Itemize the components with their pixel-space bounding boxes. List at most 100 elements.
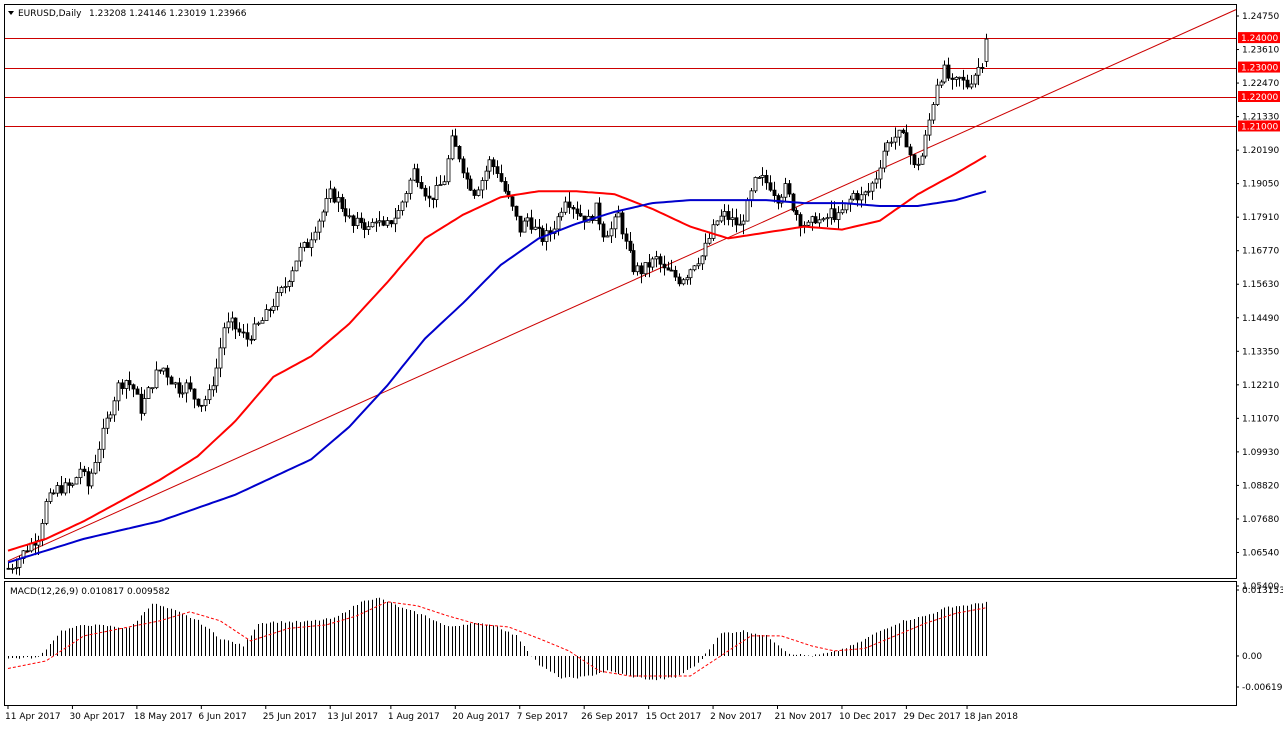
candle-body	[666, 267, 671, 271]
candle-body	[237, 328, 242, 333]
x-tick-label: 30 Apr 2017	[69, 712, 125, 722]
price-series	[5, 9, 1237, 576]
candle-body	[787, 183, 792, 195]
candle-body	[866, 190, 871, 193]
level-label-bg-0	[1238, 32, 1280, 44]
macd-panel[interactable]	[4, 581, 1237, 706]
candle-body	[446, 158, 451, 183]
candle-body	[465, 172, 470, 180]
candle-body	[719, 215, 724, 222]
price-tick-label: 1.22470	[1242, 79, 1279, 89]
candle-body	[302, 242, 307, 248]
candle-body	[6, 567, 11, 570]
candle-body	[980, 66, 985, 69]
price-tick-label: 1.13350	[1242, 347, 1279, 357]
price-tick-label: 1.07680	[1242, 515, 1279, 525]
candle-body	[848, 198, 853, 204]
candle-body	[973, 74, 978, 85]
price-tick-label: 1.16770	[1242, 247, 1279, 257]
candle-body	[415, 168, 420, 183]
candle-body	[658, 256, 663, 265]
x-tick-label: 6 Jun 2017	[198, 712, 246, 722]
price-panel[interactable]	[4, 4, 1237, 579]
candle-body	[772, 189, 777, 196]
candle-body	[514, 205, 519, 217]
ma-fast-line[interactable]	[7, 155, 987, 552]
candle-body	[559, 211, 564, 218]
candle-body	[817, 219, 822, 224]
candle-body	[613, 216, 618, 230]
candle-body	[942, 64, 947, 83]
level-label-3: 1.21000	[1241, 122, 1278, 132]
candle-body	[631, 250, 636, 273]
candle-body	[662, 263, 667, 269]
candle-body	[707, 237, 712, 244]
candle-body	[863, 191, 868, 196]
candle-body	[82, 468, 87, 473]
candle-body	[681, 279, 686, 285]
candle-body	[832, 208, 837, 220]
symbol-title: EURUSD,Daily	[18, 9, 82, 19]
level-label-bg-1	[1238, 61, 1280, 73]
candle-body	[63, 482, 68, 494]
price-tick-label: 1.05400	[1242, 582, 1279, 592]
candle-body	[760, 175, 765, 178]
level-label-0: 1.24000	[1241, 34, 1278, 44]
candle-body	[798, 214, 803, 227]
candle-body	[256, 322, 261, 325]
candle-body	[434, 185, 439, 201]
candle-body	[135, 388, 140, 395]
candle-body	[351, 215, 356, 227]
candle-body	[726, 211, 731, 220]
candle-body	[385, 220, 390, 226]
candle-body	[370, 221, 375, 228]
candle-body	[419, 182, 424, 189]
candle-body	[139, 393, 144, 414]
candle-body	[923, 134, 928, 157]
candle-body	[647, 262, 652, 268]
candle-body	[870, 182, 875, 192]
candle-body	[359, 217, 364, 224]
candle-body	[931, 104, 936, 121]
candle-body	[404, 193, 409, 203]
candle-body	[609, 228, 614, 237]
x-tick-label: 25 Jun 2017	[263, 712, 317, 722]
candle-body	[309, 239, 314, 248]
candle-body	[692, 265, 697, 271]
candle-body	[313, 231, 318, 241]
candle-body	[700, 255, 705, 265]
candle-body	[654, 256, 659, 260]
candle-body	[794, 210, 799, 215]
trendline[interactable]	[7, 9, 1237, 562]
candle-body	[453, 135, 458, 147]
candle-body	[165, 367, 170, 378]
triangle-down-icon[interactable]	[8, 11, 14, 15]
candle-body	[571, 207, 576, 210]
macd-tick-label: 0.013153	[1242, 586, 1283, 596]
macd-series	[7, 597, 987, 681]
candle-body	[768, 182, 773, 191]
macd-signal-line[interactable]	[7, 601, 987, 677]
ma-slow-line[interactable]	[7, 190, 987, 564]
candle-body	[78, 468, 83, 478]
candle-body	[874, 178, 879, 184]
candle-body	[461, 158, 466, 174]
candle-body	[927, 119, 932, 136]
candle-body	[696, 263, 701, 267]
y-axis: 1.24000 1.23000 1.22000 1.21000 1.24750 1.236…	[1236, 12, 1283, 693]
candle-body	[427, 195, 432, 199]
candle-body	[321, 211, 326, 222]
candle-body	[563, 201, 568, 213]
candle-body	[878, 167, 883, 180]
candle-body	[169, 376, 174, 385]
candle-body	[779, 196, 784, 204]
candle-body	[722, 211, 727, 217]
candle-body	[55, 485, 60, 494]
candle-body	[366, 226, 371, 230]
candle-body	[59, 485, 64, 494]
candle-body	[806, 221, 811, 226]
candle-body	[10, 567, 15, 570]
price-tick-label: 1.14490	[1242, 314, 1279, 324]
candle-body	[275, 292, 280, 307]
macd-tick-label: -0.00619	[1242, 683, 1283, 693]
